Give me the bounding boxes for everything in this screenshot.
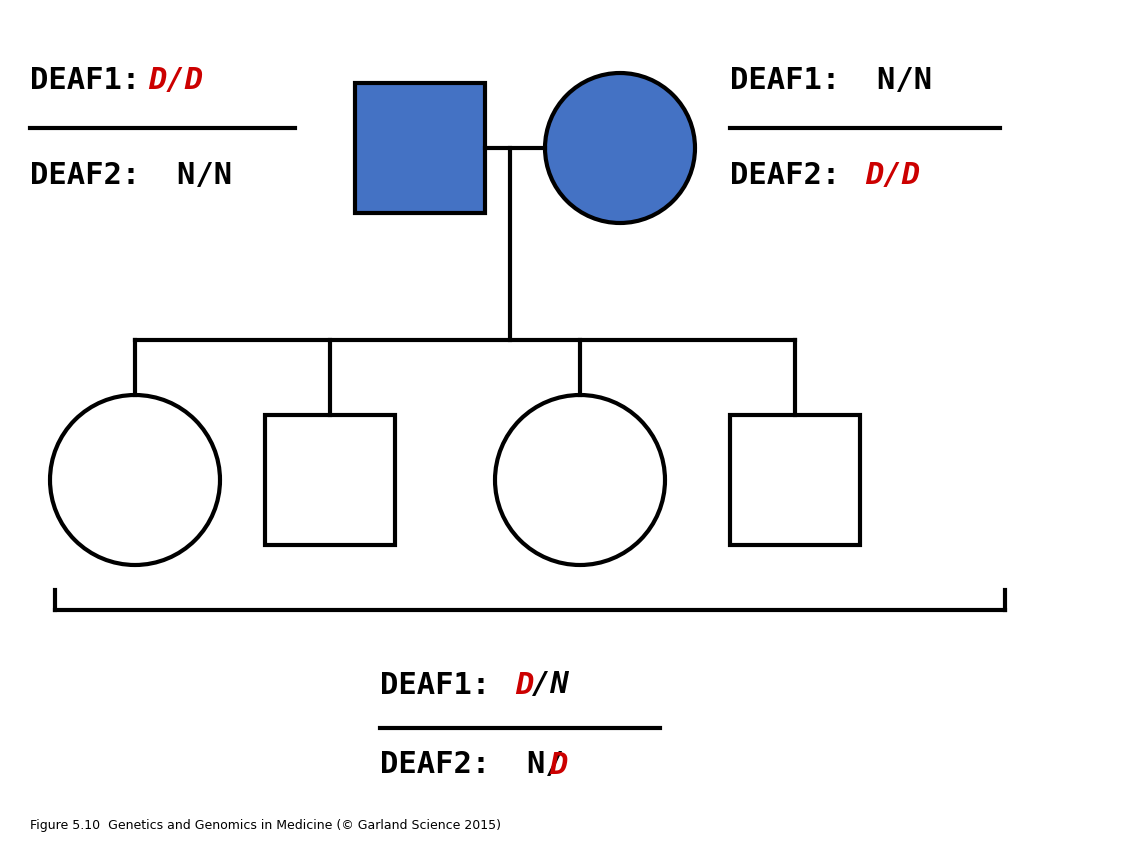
Text: DEAF2:  N/N: DEAF2: N/N bbox=[31, 160, 232, 189]
Text: DEAF1:: DEAF1: bbox=[31, 65, 158, 94]
Text: DEAF2:: DEAF2: bbox=[730, 160, 877, 189]
Bar bbox=[355, 83, 484, 213]
Text: DEAF1:  N/N: DEAF1: N/N bbox=[730, 65, 932, 94]
Text: DEAF2:  N/: DEAF2: N/ bbox=[380, 751, 564, 779]
Bar bbox=[265, 415, 395, 545]
Circle shape bbox=[50, 395, 220, 565]
Bar bbox=[730, 415, 860, 545]
Text: Figure 5.10  Genetics and Genomics in Medicine (© Garland Science 2015): Figure 5.10 Genetics and Genomics in Med… bbox=[31, 818, 501, 831]
Circle shape bbox=[495, 395, 664, 565]
Text: D: D bbox=[515, 671, 533, 700]
Text: D/D: D/D bbox=[865, 160, 920, 189]
Text: /N: /N bbox=[532, 671, 568, 700]
Text: D: D bbox=[549, 751, 567, 779]
Text: DEAF1:: DEAF1: bbox=[380, 671, 528, 700]
Circle shape bbox=[544, 73, 695, 223]
Text: D/D: D/D bbox=[148, 65, 203, 94]
